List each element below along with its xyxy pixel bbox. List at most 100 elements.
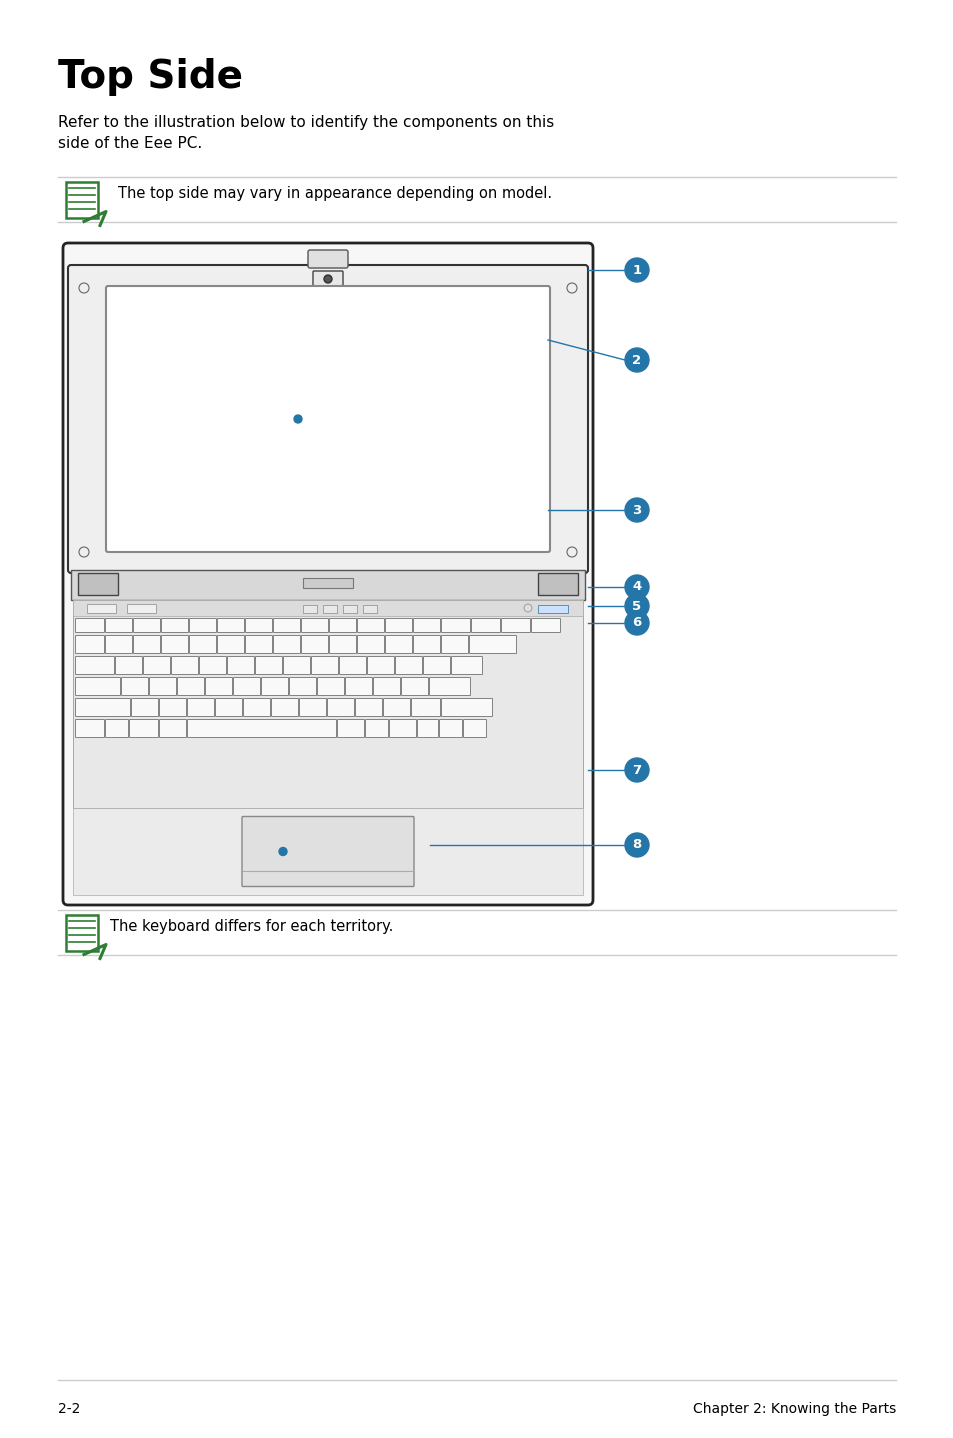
FancyBboxPatch shape <box>274 618 300 633</box>
Circle shape <box>79 283 89 293</box>
FancyBboxPatch shape <box>261 677 288 696</box>
FancyBboxPatch shape <box>367 657 395 674</box>
FancyBboxPatch shape <box>413 618 440 633</box>
Circle shape <box>624 594 648 618</box>
FancyBboxPatch shape <box>133 636 160 653</box>
FancyBboxPatch shape <box>106 719 129 738</box>
FancyBboxPatch shape <box>159 699 186 716</box>
FancyBboxPatch shape <box>329 636 356 653</box>
FancyBboxPatch shape <box>389 719 416 738</box>
FancyBboxPatch shape <box>357 636 384 653</box>
Text: Refer to the illustration below to identify the components on this
side of the E: Refer to the illustration below to ident… <box>58 115 554 151</box>
FancyBboxPatch shape <box>132 699 158 716</box>
FancyBboxPatch shape <box>106 618 132 633</box>
FancyBboxPatch shape <box>395 657 422 674</box>
FancyBboxPatch shape <box>133 618 160 633</box>
FancyBboxPatch shape <box>274 636 300 653</box>
FancyBboxPatch shape <box>501 618 530 633</box>
FancyBboxPatch shape <box>303 605 316 613</box>
Text: 5: 5 <box>632 600 640 613</box>
Circle shape <box>278 847 287 856</box>
Circle shape <box>294 416 302 423</box>
FancyBboxPatch shape <box>242 817 414 886</box>
Text: 1: 1 <box>632 263 640 276</box>
FancyBboxPatch shape <box>130 719 158 738</box>
FancyBboxPatch shape <box>159 719 186 738</box>
FancyBboxPatch shape <box>537 605 567 613</box>
FancyBboxPatch shape <box>245 618 273 633</box>
FancyBboxPatch shape <box>243 699 271 716</box>
FancyBboxPatch shape <box>75 699 131 716</box>
FancyBboxPatch shape <box>337 719 364 738</box>
Text: Top Side: Top Side <box>58 58 243 96</box>
FancyBboxPatch shape <box>441 618 470 633</box>
Bar <box>71 569 584 600</box>
FancyBboxPatch shape <box>308 250 348 267</box>
Text: 2: 2 <box>632 354 640 367</box>
FancyBboxPatch shape <box>199 657 226 674</box>
FancyBboxPatch shape <box>283 657 310 674</box>
Text: 4: 4 <box>632 581 641 594</box>
Bar <box>73 600 582 808</box>
FancyBboxPatch shape <box>329 618 356 633</box>
FancyBboxPatch shape <box>411 699 440 716</box>
FancyBboxPatch shape <box>66 915 98 951</box>
Bar <box>537 572 578 595</box>
FancyBboxPatch shape <box>272 699 298 716</box>
FancyBboxPatch shape <box>441 699 492 716</box>
Bar <box>78 572 118 595</box>
FancyBboxPatch shape <box>190 636 216 653</box>
Circle shape <box>79 546 89 557</box>
FancyBboxPatch shape <box>301 618 328 633</box>
FancyBboxPatch shape <box>471 618 500 633</box>
Text: 7: 7 <box>632 764 640 777</box>
FancyBboxPatch shape <box>413 636 440 653</box>
FancyBboxPatch shape <box>188 699 214 716</box>
FancyBboxPatch shape <box>188 719 336 738</box>
FancyBboxPatch shape <box>469 636 516 653</box>
Text: 3: 3 <box>632 503 641 516</box>
Text: The keyboard differs for each territory.: The keyboard differs for each territory. <box>110 919 393 935</box>
FancyBboxPatch shape <box>177 677 204 696</box>
FancyBboxPatch shape <box>299 699 326 716</box>
Circle shape <box>624 611 648 636</box>
FancyBboxPatch shape <box>215 699 242 716</box>
Bar <box>73 808 582 894</box>
FancyBboxPatch shape <box>385 636 412 653</box>
FancyBboxPatch shape <box>531 618 560 633</box>
Circle shape <box>624 257 648 282</box>
Bar <box>73 600 582 615</box>
FancyBboxPatch shape <box>429 677 470 696</box>
Circle shape <box>624 575 648 600</box>
FancyBboxPatch shape <box>75 636 105 653</box>
FancyBboxPatch shape <box>172 657 198 674</box>
FancyBboxPatch shape <box>343 605 356 613</box>
Text: The top side may vary in appearance depending on model.: The top side may vary in appearance depe… <box>118 186 552 201</box>
FancyBboxPatch shape <box>439 719 462 738</box>
FancyBboxPatch shape <box>463 719 486 738</box>
FancyBboxPatch shape <box>143 657 171 674</box>
Text: 2-2: 2-2 <box>58 1402 80 1416</box>
Text: Chapter 2: Knowing the Parts: Chapter 2: Knowing the Parts <box>692 1402 895 1416</box>
FancyBboxPatch shape <box>217 636 244 653</box>
FancyBboxPatch shape <box>365 719 388 738</box>
Text: 8: 8 <box>632 838 641 851</box>
FancyBboxPatch shape <box>303 578 353 588</box>
FancyBboxPatch shape <box>121 677 149 696</box>
FancyBboxPatch shape <box>106 636 132 653</box>
FancyBboxPatch shape <box>401 677 428 696</box>
FancyBboxPatch shape <box>323 605 336 613</box>
Circle shape <box>523 604 532 613</box>
FancyBboxPatch shape <box>312 657 338 674</box>
FancyBboxPatch shape <box>289 677 316 696</box>
FancyBboxPatch shape <box>363 605 376 613</box>
FancyBboxPatch shape <box>301 636 328 653</box>
FancyBboxPatch shape <box>161 636 189 653</box>
FancyBboxPatch shape <box>357 618 384 633</box>
FancyBboxPatch shape <box>63 243 593 905</box>
FancyBboxPatch shape <box>385 618 412 633</box>
FancyBboxPatch shape <box>68 265 587 572</box>
FancyBboxPatch shape <box>441 636 468 653</box>
FancyBboxPatch shape <box>451 657 482 674</box>
FancyBboxPatch shape <box>317 677 344 696</box>
